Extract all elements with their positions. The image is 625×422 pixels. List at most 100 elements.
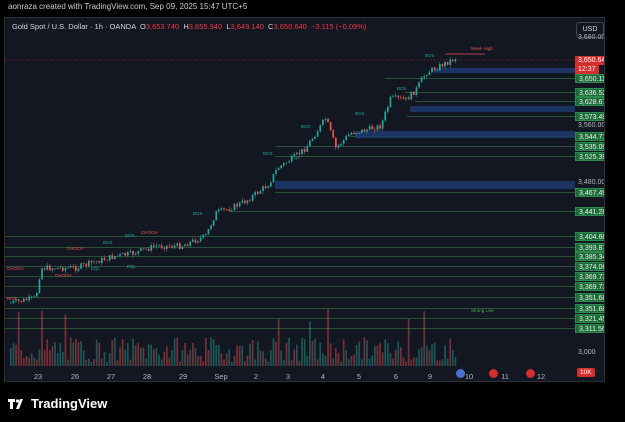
candle-body xyxy=(85,263,88,266)
candle-body xyxy=(402,97,405,100)
demand-zone xyxy=(355,131,575,138)
volume-bar xyxy=(56,353,59,366)
volume-bar xyxy=(166,346,168,366)
candle-body xyxy=(428,72,431,76)
candle-body xyxy=(30,296,33,298)
time-axis-label: 29 xyxy=(178,372,188,381)
candle-body xyxy=(272,173,275,183)
volume-bar xyxy=(192,342,194,366)
price-chart[interactable] xyxy=(5,18,605,382)
volume-bar xyxy=(212,339,215,366)
price-level-tag: 3,369.735 xyxy=(575,272,604,281)
candle-body xyxy=(329,122,332,131)
volume-bar xyxy=(311,340,314,366)
currency-button[interactable]: USD xyxy=(576,22,604,38)
volume-bar xyxy=(218,345,220,366)
volume-bar xyxy=(277,319,280,366)
volume-bar xyxy=(153,349,155,366)
candle-body xyxy=(127,252,129,256)
candle-body xyxy=(43,268,46,270)
price-level-tag: 3,467.498 xyxy=(575,188,604,197)
candle-body xyxy=(283,162,285,166)
volume-bar xyxy=(262,351,264,366)
candle-body xyxy=(155,245,158,247)
volume-bar xyxy=(342,339,345,366)
candle-body xyxy=(124,252,127,256)
volume-bar xyxy=(376,345,379,366)
volume-bar xyxy=(298,360,301,366)
volume-bar xyxy=(436,360,439,366)
candle-body xyxy=(207,229,210,235)
candle-body xyxy=(324,118,327,120)
demand-zone xyxy=(435,68,575,73)
volume-bar xyxy=(168,357,171,366)
candle-body xyxy=(439,64,441,71)
event-flag-icon[interactable] xyxy=(526,369,535,378)
candle-body xyxy=(355,133,358,135)
candle-body xyxy=(171,246,173,248)
candle-body xyxy=(142,248,145,249)
volume-bar xyxy=(220,353,223,366)
candle-body xyxy=(114,256,116,259)
volume-bar xyxy=(288,337,290,366)
volume-bar xyxy=(82,350,85,366)
candle-body xyxy=(189,241,192,247)
candle-body xyxy=(277,168,280,171)
volume-bar xyxy=(210,337,212,366)
volume-bar xyxy=(147,344,150,366)
volume-bar xyxy=(264,358,267,366)
volume-bar xyxy=(387,342,389,366)
candle-body xyxy=(173,245,176,248)
volume-bar xyxy=(449,338,452,366)
volume-bar xyxy=(184,343,186,366)
candle-body xyxy=(407,97,410,100)
chart-panel[interactable]: Gold Spot / U.S. Dollar · 1h · OANDA O3,… xyxy=(4,17,605,382)
open-value: 3,653.740 xyxy=(145,22,180,31)
volume-bar xyxy=(444,345,446,366)
candle-body xyxy=(210,225,212,230)
candle-body xyxy=(10,302,12,304)
volume-bar xyxy=(371,355,374,366)
choch-label-4: CHOCH xyxy=(141,230,158,235)
candle-body xyxy=(433,67,436,71)
volume-bar xyxy=(124,349,127,366)
candle-body xyxy=(342,139,345,144)
volume-bar xyxy=(384,339,387,366)
event-flag-icon[interactable] xyxy=(456,369,465,378)
volume-bar xyxy=(290,360,293,366)
bos-label-2: BOS xyxy=(397,86,407,91)
volume-bar xyxy=(350,355,353,366)
volume-bar xyxy=(108,353,111,366)
candle-body xyxy=(186,244,189,247)
volume-bar xyxy=(397,341,400,366)
volume-bar xyxy=(441,359,444,366)
volume-bar xyxy=(301,337,303,366)
event-flag-icon[interactable] xyxy=(489,369,498,378)
price-level-tag: 3,573.491 xyxy=(575,112,604,121)
volume-bar xyxy=(374,346,376,366)
volume-bar xyxy=(121,338,124,366)
bos-label-3: BOS xyxy=(355,111,365,116)
candle-body xyxy=(20,300,23,302)
chart-credit: aonraza created with TradingView.com, Se… xyxy=(0,0,625,14)
candle-body xyxy=(220,208,223,210)
volume-bar xyxy=(272,338,275,366)
volume-bar xyxy=(392,358,394,366)
candle-body xyxy=(108,255,111,261)
price-level-tag: 3,636.525 xyxy=(575,88,604,97)
candle-body xyxy=(134,253,137,255)
candle-body xyxy=(322,119,324,125)
candle-body xyxy=(415,87,418,95)
volume-bar xyxy=(15,344,17,366)
volume-bar xyxy=(249,343,251,366)
candle-body xyxy=(103,257,106,261)
candle-body xyxy=(441,64,444,67)
bos-label-5: BOS xyxy=(263,151,273,156)
volume-bar xyxy=(69,337,72,366)
volume-bar xyxy=(322,353,324,366)
choch-label-2: CHOCH xyxy=(7,266,24,271)
candle-body xyxy=(301,149,303,155)
candle-body xyxy=(23,298,25,302)
volume-bar xyxy=(155,347,158,366)
volume-bar xyxy=(233,355,236,366)
